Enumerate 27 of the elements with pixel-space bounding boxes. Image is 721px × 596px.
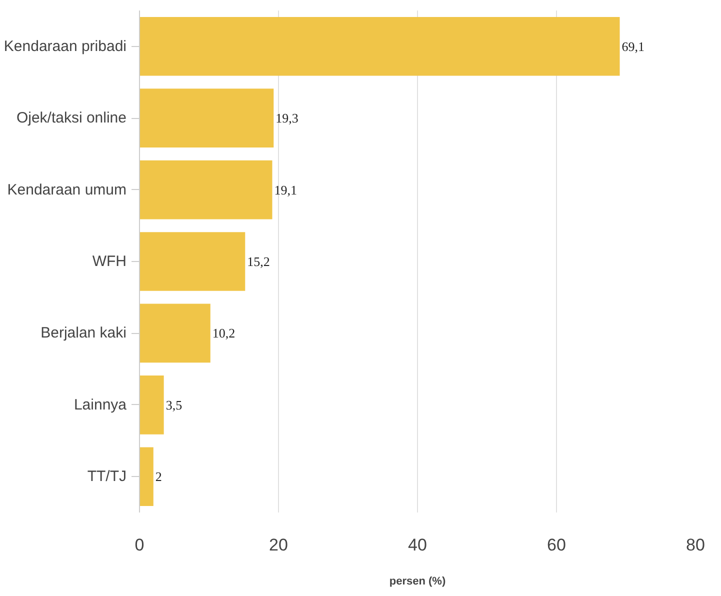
data-label: 19,1	[274, 182, 297, 198]
y-tick-label: Kendaraan pribadi	[4, 38, 126, 55]
data-label: 3,5	[166, 397, 182, 412]
y-tick-label: Berjalan kaki	[40, 324, 127, 342]
x-axis-title: persen (%)	[389, 576, 446, 588]
data-label: 10,2	[212, 326, 236, 341]
y-tick-label: TT/TJ	[87, 468, 126, 486]
data-label: 19,3	[276, 110, 298, 126]
y-tick-label: WFH	[92, 253, 127, 270]
bar	[140, 232, 246, 291]
x-tick-label: 20	[269, 536, 288, 554]
y-tick-label: Lainnya	[74, 396, 128, 414]
bar	[140, 88, 274, 148]
bar	[140, 160, 272, 220]
bar	[140, 447, 154, 506]
x-tick-label: 60	[547, 536, 566, 554]
data-label: 69,1	[622, 38, 644, 54]
y-tick-label: Ojek/taksi online	[16, 110, 127, 127]
bar	[140, 304, 210, 363]
data-label: 2	[155, 469, 162, 484]
y-tick-label: Kendaraan umum	[7, 181, 127, 198]
data-label: 15,2	[247, 254, 270, 269]
x-tick-label: 0	[134, 536, 144, 554]
x-tick-label: 40	[408, 536, 427, 554]
x-tick-label: 80	[686, 536, 705, 554]
bar	[140, 16, 620, 76]
bar	[140, 376, 164, 434]
